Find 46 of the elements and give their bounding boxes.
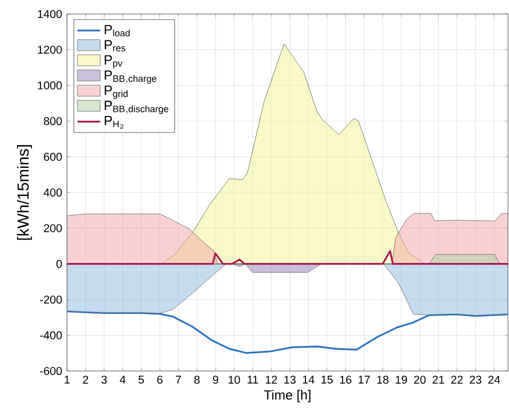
legend-label: $\mathrm{P}_{\mathrm{grid}}$ bbox=[104, 86, 128, 99]
x-axis-title: Time [h] bbox=[264, 390, 310, 402]
x-tick-label: 20 bbox=[414, 376, 426, 384]
legend-label: $\mathrm{P}_{\mathrm{pv}}$ bbox=[104, 55, 122, 68]
legend-label: $\mathrm{P}_{\mathrm{H}_2}$ bbox=[104, 116, 124, 128]
y-tick-label: 400 bbox=[44, 188, 62, 197]
legend-label: $\mathrm{P}_{\mathrm{res}}$ bbox=[104, 40, 126, 52]
y-tick-label: -400 bbox=[40, 331, 62, 340]
x-tick-label: 1 bbox=[64, 376, 70, 384]
x-tick-label: 19 bbox=[396, 376, 408, 384]
x-tick-label: 2 bbox=[82, 376, 88, 384]
x-tick-label: 11 bbox=[248, 376, 258, 384]
y-axis-title: [kWh/15mins] bbox=[17, 145, 32, 240]
x-tick-label: 21 bbox=[432, 376, 444, 384]
y-tick-label: -200 bbox=[40, 296, 62, 304]
legend-label: $\mathrm{P}_{\mathrm{load}}$ bbox=[104, 24, 130, 36]
x-tick-label: 9 bbox=[212, 376, 218, 384]
x-tick-label: 14 bbox=[302, 376, 314, 384]
x-tick-label: 10 bbox=[228, 376, 240, 384]
x-tick-label: 17 bbox=[358, 376, 370, 384]
y-tick-label: 800 bbox=[44, 117, 62, 126]
x-tick-label: 15 bbox=[322, 376, 333, 384]
y-tick-label: -600 bbox=[40, 366, 62, 376]
y-tick-label: 600 bbox=[44, 152, 62, 161]
x-tick-label: 4 bbox=[120, 376, 126, 384]
y-tick-label: 1400 bbox=[38, 10, 62, 18]
legend-label: $\mathrm{P}_{\mathrm{BB,charge}}$ bbox=[104, 70, 156, 84]
legend-label: $\mathrm{P}_{\mathrm{BB,discharge}}$ bbox=[104, 100, 168, 114]
line-series bbox=[67, 310, 508, 354]
line-series bbox=[67, 250, 508, 265]
x-tick-label: 5 bbox=[138, 376, 144, 384]
x-tick-label: 24 bbox=[488, 376, 500, 384]
x-tick-label: 7 bbox=[176, 376, 181, 384]
x-tick-label: 12 bbox=[266, 376, 277, 384]
x-tick-label: 23 bbox=[470, 376, 482, 384]
y-tick-label: 1000 bbox=[38, 81, 62, 90]
x-tick-label: 16 bbox=[340, 376, 352, 384]
y-tick-label: 1200 bbox=[38, 46, 62, 54]
x-tick-label: 8 bbox=[194, 376, 200, 384]
y-tick-label: 0 bbox=[56, 260, 62, 268]
x-tick-label: 22 bbox=[451, 376, 463, 384]
x-tick-label: 13 bbox=[284, 376, 296, 384]
x-tick-label: 18 bbox=[377, 376, 388, 384]
y-tick-label: 200 bbox=[44, 224, 62, 232]
x-tick-label: 6 bbox=[157, 376, 163, 384]
x-tick-label: 3 bbox=[101, 376, 107, 384]
